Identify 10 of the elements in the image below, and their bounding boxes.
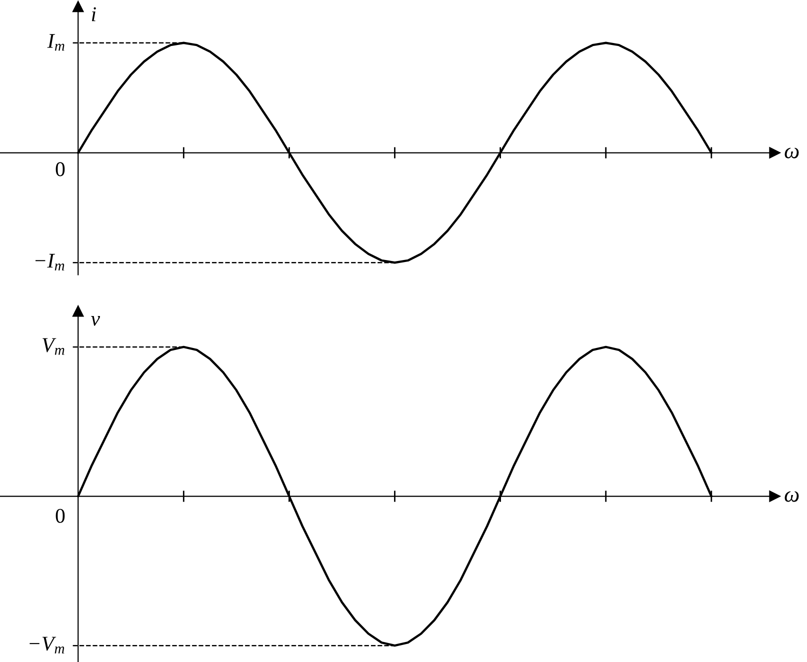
ref-line-label: V$_{m}$ [42, 338, 64, 355]
text: 0 [56, 508, 65, 523]
y-axis-title: v [91, 316, 100, 326]
ref-line-label: −I$_{m}$ [36, 254, 64, 270]
ref-line-label: I$_{m}$ [47, 34, 64, 51]
y-axis-title: i [92, 7, 96, 22]
ref-line-label: −V$_{m}$ [30, 636, 64, 654]
x-axis-title: ω [784, 148, 799, 158]
text: 0 [56, 162, 65, 176]
x-axis-title: ω [784, 491, 799, 502]
